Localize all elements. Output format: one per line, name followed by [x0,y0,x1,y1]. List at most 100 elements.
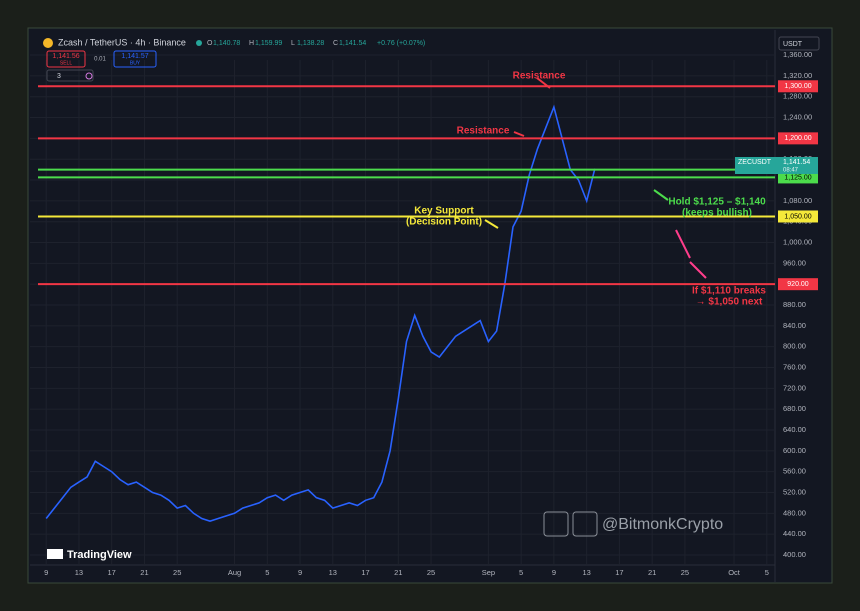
x-tick-label: 25 [173,568,181,577]
annotation: Resistance [513,71,566,82]
y-tick-label: 600.00 [783,446,806,455]
sell-button[interactable] [46,50,86,68]
x-tick-label: 21 [394,568,402,577]
level-label: 1,300.00 [784,83,811,90]
ohlc-value: 1,141.54 [339,40,366,47]
x-tick-label: 9 [298,568,302,577]
status-dot [196,40,202,46]
level-label-box [778,278,818,291]
y-tick-label: 1,320.00 [783,71,812,80]
overlay: 1,300.001,200.001,140.001,125.001,050.00… [38,71,818,308]
arrow [675,229,691,259]
brand: TradingView [67,549,132,561]
x-tick-label: 9 [552,568,556,577]
arrow [513,131,525,137]
annotation: (Decision Point) [406,217,482,228]
x-tick-label: 17 [108,568,116,577]
buy-label: BUY [130,60,141,66]
x-tick-label: 25 [681,568,689,577]
y-tick-label: 1,000.00 [783,238,812,247]
indicator-toggle[interactable] [46,69,94,82]
y-tick-label: 840.00 [783,321,806,330]
indicator-icon [85,72,93,80]
arrow [653,189,669,201]
annotation: Hold $1,125 – $1,140 [668,197,766,208]
ohlc-key: L [291,40,295,47]
level-label: 1,200.00 [784,135,811,142]
indicator-count: 3 [57,73,61,80]
arrow [689,261,707,279]
y-tick-label: 720.00 [783,383,806,392]
brand-logo [47,549,63,559]
sell-price: 1,141.56 [52,53,79,60]
y-tick-label: 960.00 [783,258,806,267]
x-tick-label: 5 [265,568,269,577]
symbol: Zcash / TetherUS · 4h · Binance [58,37,186,47]
level-label-box [778,171,818,184]
y-tick-label: 440.00 [783,529,806,538]
telegram-icon [543,511,569,537]
annotation: If $1,110 breaks [692,286,766,297]
buy-button[interactable] [113,50,157,68]
ticker: ZECUSDT [738,159,772,166]
ticker-price: 1,141.54 [783,159,810,166]
currency: USDT [783,41,803,48]
y-tick-label: 400.00 [783,550,806,559]
annotation: (keeps bullish) [682,208,752,219]
y-tick-label: 520.00 [783,487,806,496]
y-tick-label: 680.00 [783,404,806,413]
ticker-box [735,157,818,174]
ohlc-key: O [207,40,213,47]
sell-label: SELL [60,60,72,66]
countdown: 08:47 [783,168,799,174]
x-tick-label: 13 [75,568,83,577]
x-tick-label: 21 [648,568,656,577]
annotation: → $1,050 next [696,297,763,308]
arrows [484,77,707,279]
y-tick-label: 1,360.00 [783,50,812,59]
level-label: 920.00 [787,281,809,288]
y-tick-label: 800.00 [783,342,806,351]
level-label-box [778,132,818,145]
ohlc-key: C [333,40,338,47]
x-tick-label: 9 [44,568,48,577]
x-tick-label: 25 [427,568,435,577]
y-tick-label: 1,280.00 [783,92,812,101]
y-tick-label: 1,080.00 [783,196,812,205]
x-tick-label: 13 [329,568,337,577]
x-tick-label: Sep [482,568,495,577]
y-tick-label: 880.00 [783,300,806,309]
change: +0.76 (+0.07%) [377,40,425,47]
level-label-box [778,80,818,93]
buy-price: 1,141.57 [121,53,148,60]
x-tick-label: Aug [228,568,241,577]
y-tick-label: 640.00 [783,425,806,434]
level-label: 1,050.00 [784,213,811,220]
spread: 0.01 [94,57,106,63]
currency-select[interactable] [778,36,820,51]
annotation: Resistance [457,126,510,137]
x-tick-label: Oct [728,568,741,577]
ohlc-value: 1,140.78 [213,40,240,47]
ohlc-value: 1,159.99 [255,40,282,47]
level-label: 1,125.00 [784,174,811,181]
x-tick-label: 5 [519,568,523,577]
x-tick-label: 5 [765,568,769,577]
ohlc: O 1,140.78 H 1,159.99 L 1,138.28 C 1,141.54 [207,40,366,47]
arrow [536,77,551,89]
price-line [45,104,596,522]
level-label-box [778,210,818,223]
arrow [484,219,499,229]
x-tick-label: 13 [582,568,590,577]
x-icon [572,511,598,537]
coin-icon [43,38,53,48]
annotation: Key Support [414,206,474,217]
y-tick-label: 760.00 [783,362,806,371]
ohlc-value: 1,138.28 [297,40,324,47]
y-tick-label: 560.00 [783,467,806,476]
x-tick-label: 21 [140,568,148,577]
watermark: @BitmonkCrypto [602,516,723,533]
y-tick-label: 480.00 [783,508,806,517]
